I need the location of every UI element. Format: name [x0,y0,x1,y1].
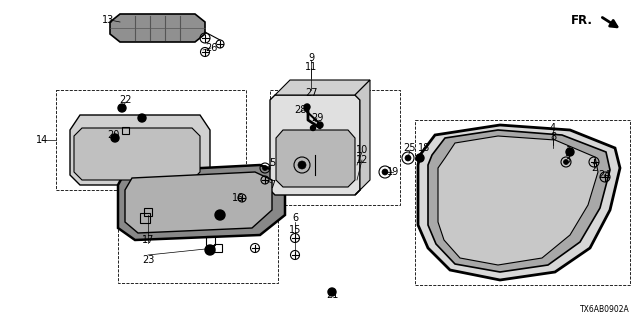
Bar [56,90,246,190]
Polygon shape [275,80,370,95]
Bar [144,208,152,216]
Bar [118,168,278,283]
Bar [140,213,150,223]
Text: 13: 13 [102,15,114,25]
Circle shape [382,169,388,175]
Text: TX6AB0902A: TX6AB0902A [580,305,630,314]
Circle shape [262,165,268,171]
Text: 5: 5 [269,158,275,168]
Text: 2: 2 [591,163,597,173]
Circle shape [111,134,119,142]
Text: 17: 17 [142,235,154,245]
Text: 22: 22 [120,95,132,105]
Circle shape [138,114,146,122]
Circle shape [563,159,568,164]
Circle shape [317,122,323,128]
Circle shape [205,245,215,255]
Polygon shape [428,130,610,272]
Text: 28: 28 [294,105,306,115]
Polygon shape [438,136,598,265]
Text: 4: 4 [550,123,556,133]
Text: 12: 12 [356,155,368,165]
Circle shape [298,161,306,169]
Polygon shape [276,130,355,187]
Bar [205,236,214,244]
Polygon shape [74,128,200,180]
Text: 7: 7 [269,180,275,190]
Polygon shape [125,172,272,233]
Circle shape [215,210,225,220]
Polygon shape [70,115,210,185]
Circle shape [310,125,316,131]
Polygon shape [118,165,285,240]
Text: 3: 3 [564,155,570,165]
Text: 15: 15 [289,225,301,235]
Circle shape [304,104,310,110]
Text: 25: 25 [404,143,416,153]
Polygon shape [355,80,370,195]
Bar [415,120,630,285]
Text: 8: 8 [550,132,556,142]
Text: FR.: FR. [571,13,593,27]
Polygon shape [418,125,620,280]
Text: 29: 29 [311,113,323,123]
Circle shape [118,104,126,112]
Circle shape [566,148,574,156]
Circle shape [405,155,411,161]
Text: 21: 21 [326,290,338,300]
Polygon shape [110,14,205,42]
Circle shape [328,288,336,296]
Text: 27: 27 [305,88,317,98]
Text: 6: 6 [292,213,298,223]
Text: 19: 19 [387,167,399,177]
Bar [122,126,129,133]
Text: 1: 1 [566,146,572,156]
Circle shape [416,154,424,162]
Bar [270,90,400,205]
Text: 14: 14 [36,135,48,145]
Text: 16: 16 [232,193,244,203]
Bar [214,244,222,252]
Polygon shape [270,95,360,195]
Text: 20: 20 [107,130,119,140]
Text: 24: 24 [598,170,610,180]
Text: 18: 18 [418,143,430,153]
Text: 23: 23 [142,255,154,265]
Text: 10: 10 [356,145,368,155]
Text: 26: 26 [205,43,217,53]
Text: 11: 11 [305,62,317,72]
Text: 9: 9 [308,53,314,63]
